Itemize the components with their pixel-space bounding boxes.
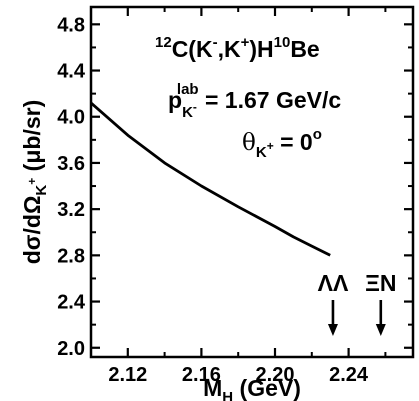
momentum-label: pK-lab = 1.67 GeV/c — [168, 81, 341, 121]
cross-section-line — [90, 101, 331, 257]
y-tick-label: 3.2 — [57, 199, 85, 221]
y-tick-label: 4.4 — [57, 61, 86, 83]
threshold-arrow-head — [375, 324, 386, 336]
plot-frame — [89, 5, 415, 359]
x-tick-label: 2.24 — [329, 364, 369, 386]
y-tick-label: 3.6 — [57, 153, 85, 175]
threshold-label: ΛΛ — [318, 270, 349, 296]
threshold-markers: ΛΛ ΞN — [318, 270, 397, 336]
y-tick-label: 2.8 — [57, 245, 85, 267]
reaction-label: 12C(K-,K+)H10Be — [155, 34, 320, 62]
y-tick-label: 4.0 — [57, 107, 85, 129]
x-axis-label: MH (GeV) — [203, 375, 301, 401]
threshold-label: ΞN — [365, 270, 396, 296]
y-axis-label: dσ/dΩK+ (μb/sr) — [19, 100, 50, 265]
tick-labels: 2.0 2.4 2.8 3.2 3.6 4.0 4.4 4.8 2.12 2.16 2.20 2.24 — [57, 14, 369, 386]
y-tick-label: 2.0 — [57, 338, 85, 360]
y-tick-label: 2.4 — [57, 292, 86, 314]
series-layer — [90, 101, 331, 257]
y-tick-label: 4.8 — [57, 14, 85, 36]
threshold-arrow-head — [327, 324, 338, 336]
x-tick-label: 2.16 — [182, 364, 221, 386]
x-tick-label: 2.20 — [256, 364, 295, 386]
x-tick-label: 2.12 — [108, 364, 147, 386]
angle-label: θK+ = 0o — [242, 126, 322, 161]
